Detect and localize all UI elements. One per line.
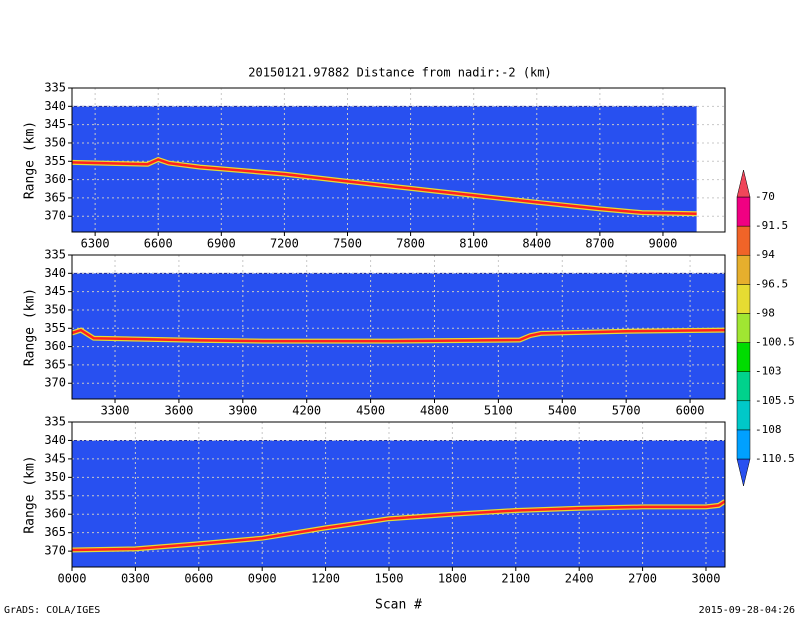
colorbar-label: -105.5	[755, 394, 795, 407]
colorbar-segment	[736, 400, 751, 431]
colorbar-label: -91.5	[755, 219, 788, 232]
series-group	[72, 499, 725, 553]
y-tick-label: 370	[44, 544, 66, 558]
colorbar-segment	[736, 313, 751, 343]
colorbar-label: -94	[755, 248, 775, 261]
x-tick-label: 4200	[292, 404, 321, 418]
y-tick-label: 365	[44, 190, 66, 204]
x-tick-label: 5100	[484, 404, 513, 418]
y-tick-label: 360	[44, 172, 66, 186]
y-tick-label: 335	[44, 81, 66, 95]
y-tick-label: 335	[44, 248, 66, 262]
echo-region	[72, 106, 697, 232]
x-tick-label: 7200	[270, 237, 299, 251]
y-tick-label: 345	[44, 117, 66, 131]
y-tick-label: 345	[44, 284, 66, 298]
y-tick-label: 350	[44, 135, 66, 149]
x-tick-label: 4800	[420, 404, 449, 418]
y-tick-label: 365	[44, 357, 66, 371]
y-tick-label: 360	[44, 339, 66, 353]
y-tick-label: 370	[44, 209, 66, 223]
colorbar-segment	[736, 429, 751, 460]
x-tick-label: 8700	[585, 237, 614, 251]
x-tick-label: 1200	[311, 572, 340, 586]
colorbar-segment	[736, 342, 751, 372]
x-tick-label: 3600	[164, 404, 193, 418]
y-tick-label: 360	[44, 507, 66, 521]
plot-frame	[71, 421, 726, 568]
echo-region	[72, 273, 725, 399]
x-tick-label: 0900	[248, 572, 277, 586]
footer-right: 2015-09-28-04:26	[699, 605, 795, 616]
x-tick-label: 0300	[121, 572, 150, 586]
y-tick-label: 355	[44, 321, 66, 335]
y-tick-label: 345	[44, 451, 66, 465]
y-tick-label: 355	[44, 488, 66, 502]
colorbar-tip	[736, 169, 751, 198]
x-tick-label: 2100	[501, 572, 530, 586]
x-tick-label: 2700	[628, 572, 657, 586]
y-axis-label: Range (km)	[23, 121, 38, 199]
y-tick-label: 370	[44, 376, 66, 390]
x-tick-label: 1800	[438, 572, 467, 586]
plot-frame	[71, 87, 726, 233]
footer-left: GrADS: COLA/IGES	[4, 605, 100, 616]
x-tick-label: 6600	[144, 237, 173, 251]
colorbar-label: -100.5	[755, 336, 795, 349]
colorbar-label: -108	[755, 423, 782, 436]
x-tick-label: 0600	[184, 572, 213, 586]
series-group	[72, 327, 725, 344]
x-tick-label: 3000	[692, 572, 721, 586]
colorbar-segment	[736, 225, 751, 256]
x-tick-label: 7500	[333, 237, 362, 251]
y-tick-label: 340	[44, 99, 66, 113]
y-tick-label: 340	[44, 433, 66, 447]
x-tick-label: 3900	[228, 404, 257, 418]
y-tick-label: 350	[44, 302, 66, 316]
x-tick-label: 2400	[565, 572, 594, 586]
y-tick-label: 340	[44, 266, 66, 280]
x-tick-label: 6000	[676, 404, 705, 418]
x-axis-label: Scan #	[375, 598, 422, 613]
colorbar-label: -96.5	[755, 277, 788, 290]
x-tick-label: 0000	[58, 572, 87, 586]
colorbar-segment	[736, 196, 751, 227]
line	[72, 500, 725, 552]
colorbar-segment	[736, 371, 751, 402]
chart-title: 20150121.97882 Distance from nadir:-2 (k…	[248, 66, 551, 80]
colorbar-label: -110.5	[755, 452, 795, 465]
plot-frame	[71, 254, 726, 400]
y-tick-label: 365	[44, 525, 66, 539]
x-tick-label: 7800	[396, 237, 425, 251]
x-tick-label: 3300	[101, 404, 130, 418]
y-axis-label: Range (km)	[23, 455, 38, 533]
x-tick-label: 1500	[375, 572, 404, 586]
x-tick-label: 8400	[522, 237, 551, 251]
series-group	[72, 156, 697, 217]
y-tick-label: 350	[44, 470, 66, 484]
x-tick-label: 9000	[649, 237, 678, 251]
line	[72, 328, 725, 343]
line	[72, 158, 697, 215]
colorbar-segment	[736, 254, 751, 285]
colorbar-label: -98	[755, 306, 775, 319]
y-axis-label: Range (km)	[23, 288, 38, 366]
x-tick-label: 8100	[459, 237, 488, 251]
colorbar-segment	[736, 284, 751, 314]
x-tick-label: 5400	[548, 404, 577, 418]
x-tick-label: 6900	[207, 237, 236, 251]
colorbar-label: -103	[755, 365, 782, 378]
y-tick-label: 355	[44, 154, 66, 168]
y-tick-label: 335	[44, 415, 66, 429]
colorbar-label: -70	[755, 190, 775, 203]
x-tick-label: 5700	[612, 404, 641, 418]
x-tick-label: 6300	[81, 237, 110, 251]
x-tick-label: 4500	[356, 404, 385, 418]
